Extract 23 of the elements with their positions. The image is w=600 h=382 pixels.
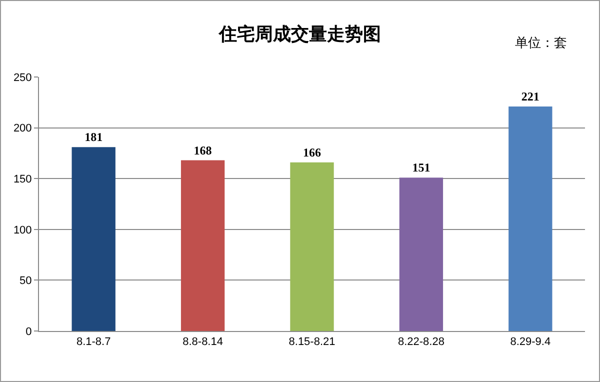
bar (399, 178, 444, 331)
x-tick-label: 8.29-9.4 (510, 336, 551, 348)
y-tick-label: 50 (20, 275, 32, 288)
bar (72, 147, 116, 331)
data-label: 166 (303, 145, 321, 160)
data-label: 151 (412, 160, 430, 175)
data-label: 221 (521, 89, 540, 104)
y-tick-label: 0 (26, 326, 32, 338)
x-tick-label: 8.1-8.7 (76, 336, 111, 348)
x-tick-label: 8.8-8.14 (182, 336, 223, 348)
bar (180, 160, 225, 331)
y-tick-label: 150 (13, 173, 32, 186)
data-label: 181 (84, 130, 103, 144)
x-tick-label: 8.22-8.28 (398, 336, 444, 348)
x-tick-label: 8.15-8.21 (288, 336, 336, 348)
y-tick-label: 250 (13, 72, 32, 84)
chart-title: 住宅周成交量走势图 (218, 24, 381, 44)
bar (290, 162, 334, 331)
data-label: 168 (194, 143, 212, 158)
bar (508, 106, 552, 331)
y-tick-label: 200 (13, 122, 32, 135)
text: 单位：套 (515, 35, 567, 50)
y-tick-label: 100 (13, 224, 32, 236)
